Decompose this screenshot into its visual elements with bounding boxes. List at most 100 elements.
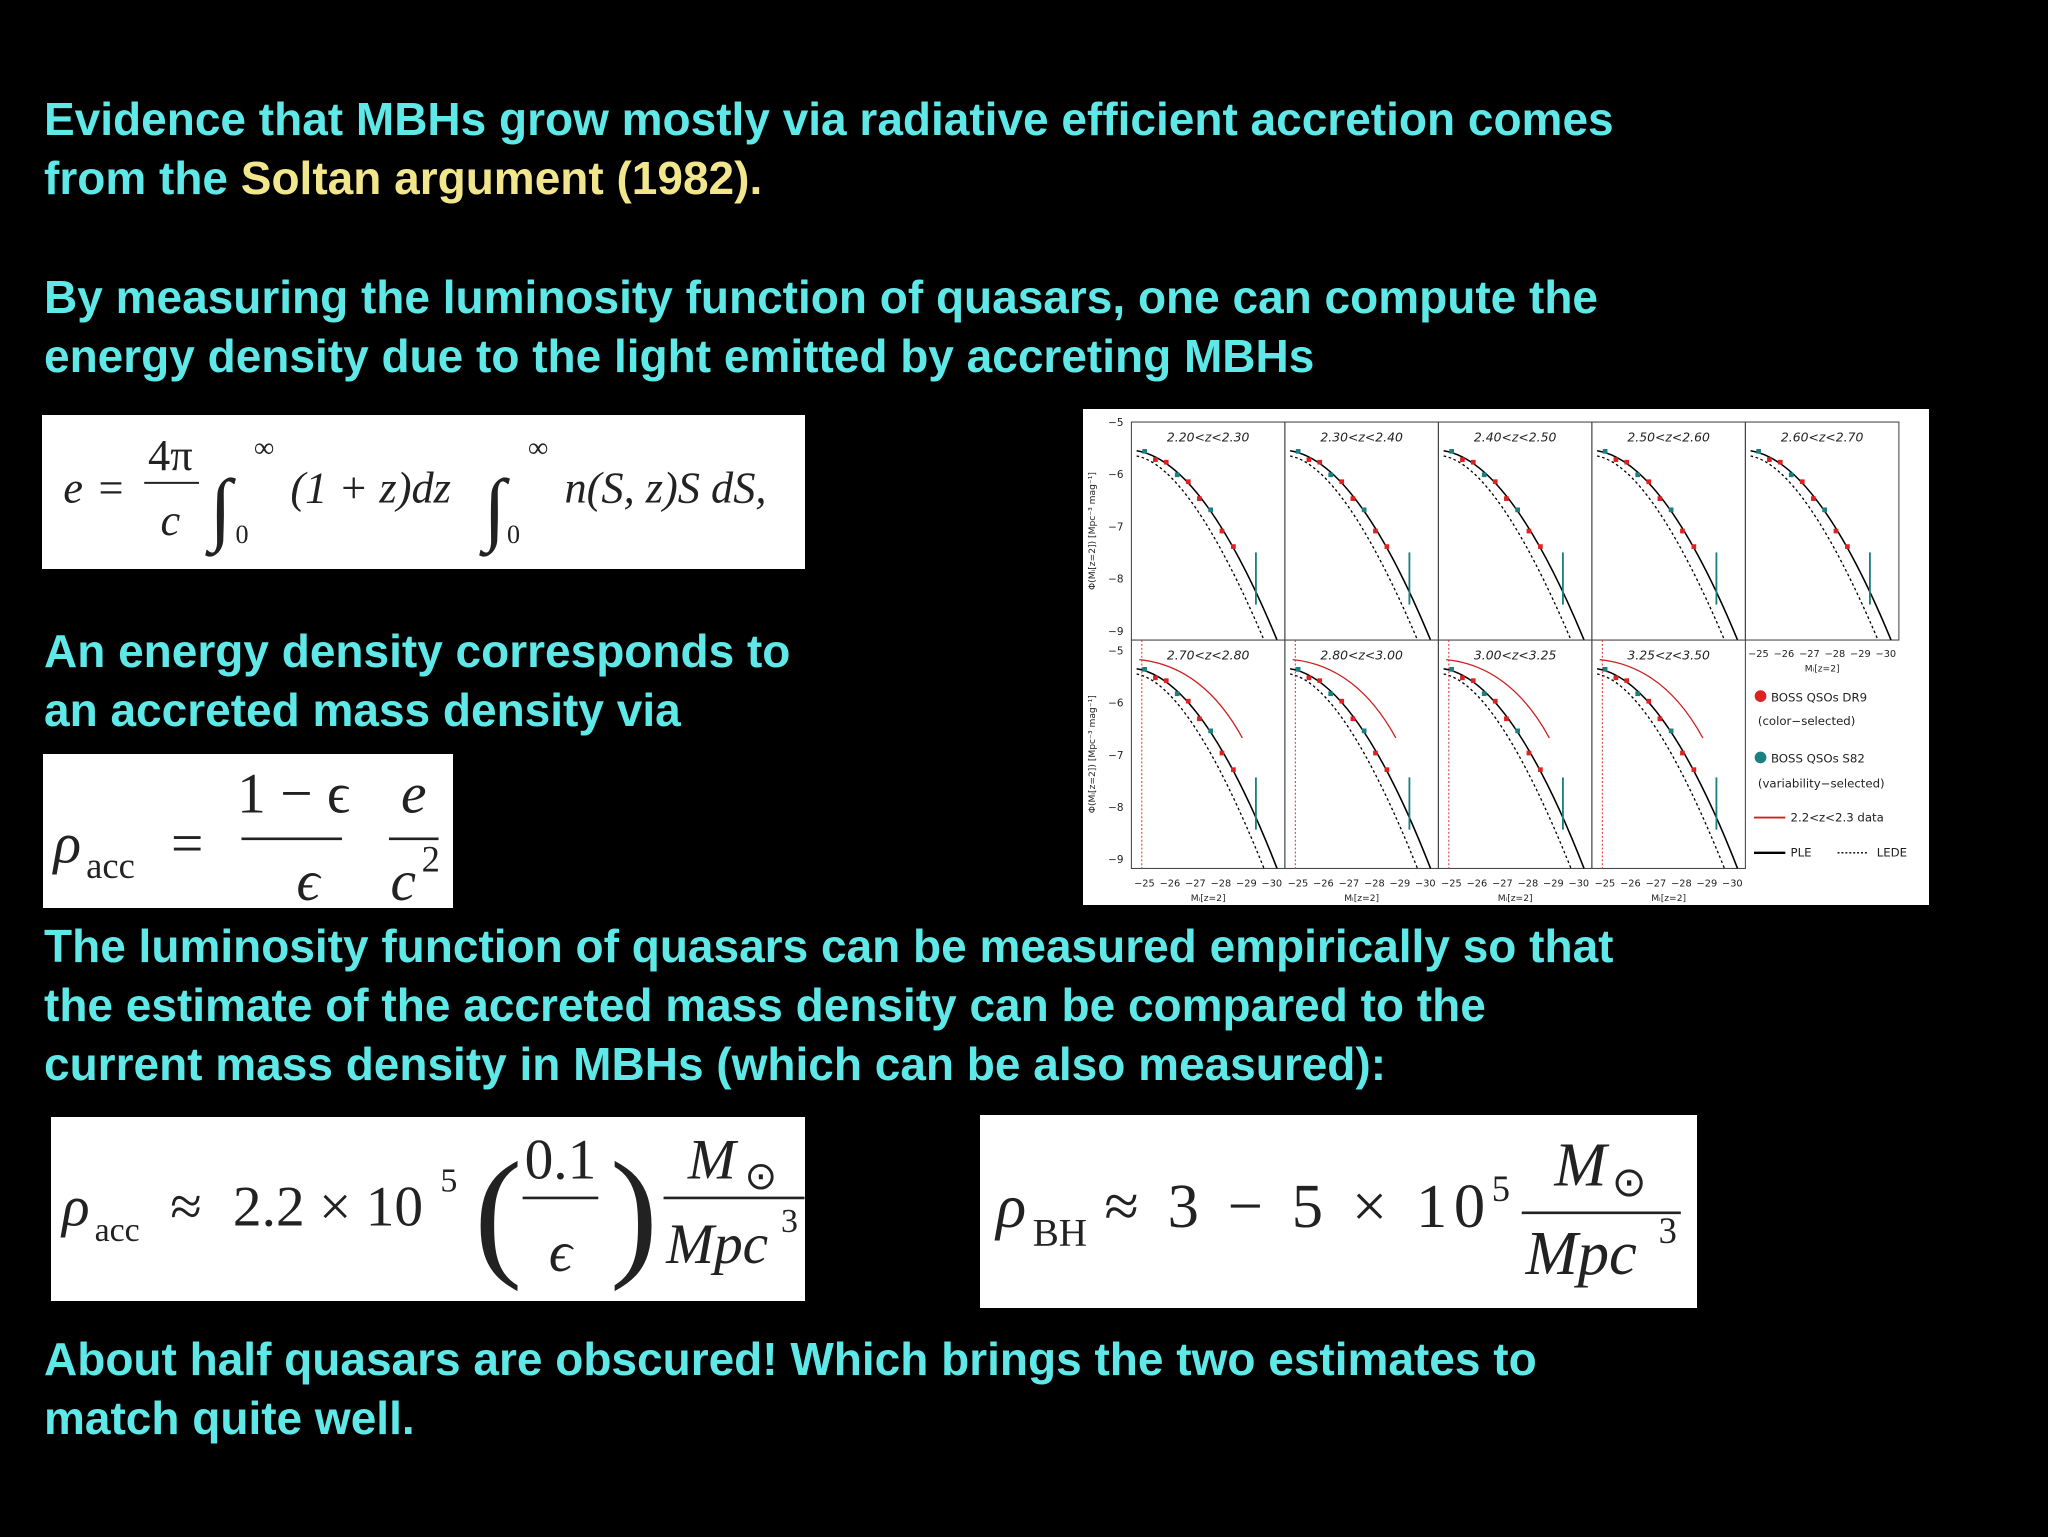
legend-label: (color−selected): [1758, 714, 1855, 728]
x-tick-label: −29: [1543, 879, 1564, 890]
lede-curve: [1289, 673, 1419, 869]
data-point: [1526, 750, 1532, 756]
conversion: An energy density corresponds to an accr…: [44, 622, 790, 740]
x-tick-label: −27: [1646, 879, 1667, 890]
x-tick-label: −30: [1415, 879, 1436, 890]
y-tick-label: −9: [1108, 854, 1123, 866]
x-tick-label: −25: [1441, 879, 1462, 890]
data-point: [1361, 728, 1367, 734]
luminosity: By measuring the luminosity function of …: [44, 268, 1598, 386]
y-tick-label: −5: [1108, 645, 1123, 657]
x-tick-label: −30: [1262, 879, 1283, 890]
eq-token: ⊙: [1612, 1160, 1647, 1206]
intro: Evidence that MBHs grow mostly via radia…: [44, 90, 1614, 208]
y-tick-label: −9: [1108, 626, 1123, 638]
legend-label: PLE: [1791, 846, 1812, 860]
ple-curve: [1136, 667, 1278, 869]
ple-curve: [1136, 449, 1278, 641]
data-point: [1822, 507, 1827, 513]
data-point: [1208, 728, 1213, 734]
text-line: from the Soltan argument (1982).: [44, 149, 1614, 208]
ple-curve: [1750, 449, 1892, 641]
data-point: [1635, 691, 1641, 697]
eq-token: M: [1553, 1129, 1609, 1199]
text-line: an accreted mass density via: [44, 684, 681, 736]
panel-label: 2.20<z<2.30: [1167, 430, 1250, 445]
eq-token: ϵ: [549, 1221, 574, 1284]
data-point: [1624, 459, 1630, 465]
x-tick-label: −27: [1339, 879, 1360, 890]
text-line: Evidence that MBHs grow mostly via radia…: [44, 93, 1614, 145]
data-point: [1602, 666, 1608, 672]
text-line: By measuring the luminosity function of …: [44, 271, 1599, 323]
lede-curve: [1443, 673, 1572, 869]
eq-token: M: [687, 1128, 739, 1191]
highlight: Soltan argument (1982): [240, 152, 750, 204]
x-tick-label: −30: [1722, 879, 1743, 890]
data-point: [1449, 448, 1454, 454]
text-line: About half quasars are obscured! Which b…: [44, 1333, 1537, 1385]
x-tick-label: −28: [1518, 879, 1539, 890]
legend-marker: [1754, 751, 1767, 764]
lede-curve: [1443, 455, 1572, 641]
x-tick-label: −26: [1160, 879, 1181, 890]
data-point: [1538, 767, 1543, 773]
eq-token: c: [160, 495, 180, 545]
eq-token: acc: [86, 845, 135, 886]
text-line: the estimate of the accreted mass densit…: [44, 979, 1486, 1031]
x-tick-label: −27: [1185, 879, 1206, 890]
x-tick-label: −26: [1774, 649, 1795, 660]
data-point: [1163, 678, 1169, 684]
data-point: [1613, 675, 1619, 681]
data-point: [1339, 479, 1345, 485]
eq-token: 0: [236, 520, 249, 549]
data-point: [1317, 678, 1323, 684]
data-point: [1833, 528, 1839, 534]
text-line: An energy density corresponds to: [44, 625, 791, 677]
reference-curve: [1446, 658, 1550, 739]
ple-curve: [1289, 449, 1432, 641]
y-axis-label: Φ(Mᵢ[z=2]) [Mpc⁻³ mag⁻¹]: [1088, 472, 1098, 590]
data-point: [1339, 698, 1345, 704]
text-line: energy density due to the light emitted …: [44, 330, 1315, 382]
data-point: [1481, 691, 1487, 697]
data-point: [1350, 716, 1356, 722]
data-point: [1504, 716, 1509, 722]
x-tick-label: −29: [1850, 649, 1871, 660]
eq-token: ⊙: [744, 1155, 777, 1198]
y-tick-label: −6: [1108, 469, 1123, 481]
data-point: [1646, 479, 1652, 485]
x-tick-label: −28: [1364, 879, 1385, 890]
eq-token: ∞: [254, 432, 274, 464]
eq-token: ρ: [52, 812, 82, 875]
data-point: [1680, 750, 1685, 756]
data-point: [1197, 496, 1202, 501]
panel-label: 3.25<z<3.50: [1627, 648, 1710, 663]
data-point: [1384, 544, 1390, 549]
y-tick-label: −8: [1108, 802, 1123, 814]
data-point: [1163, 459, 1169, 465]
data-point: [1306, 457, 1312, 462]
x-tick-label: −28: [1671, 879, 1692, 890]
data-point: [1646, 698, 1652, 704]
data-point: [1317, 459, 1323, 465]
panel-frame: [1591, 421, 1746, 641]
lede-curve: [1750, 455, 1879, 641]
legend-label: BOSS QSOs DR9: [1771, 690, 1867, 704]
data-point: [1361, 507, 1367, 513]
data-point: [1538, 544, 1543, 549]
data-point: [1295, 448, 1301, 454]
data-point: [1799, 479, 1805, 485]
data-point: [1492, 698, 1498, 704]
y-tick-label: −8: [1108, 574, 1123, 586]
panel-label: 2.60<z<2.70: [1781, 430, 1864, 445]
text: .: [749, 152, 763, 204]
data-point: [1449, 666, 1454, 672]
panel-label: 2.70<z<2.80: [1167, 648, 1250, 663]
panel-label: 2.40<z<2.50: [1474, 430, 1557, 445]
data-point: [1219, 528, 1225, 534]
data-point: [1613, 457, 1619, 462]
x-tick-label: −27: [1799, 649, 1820, 660]
panel-label: 2.50<z<2.60: [1627, 430, 1710, 445]
data-point: [1197, 716, 1202, 722]
